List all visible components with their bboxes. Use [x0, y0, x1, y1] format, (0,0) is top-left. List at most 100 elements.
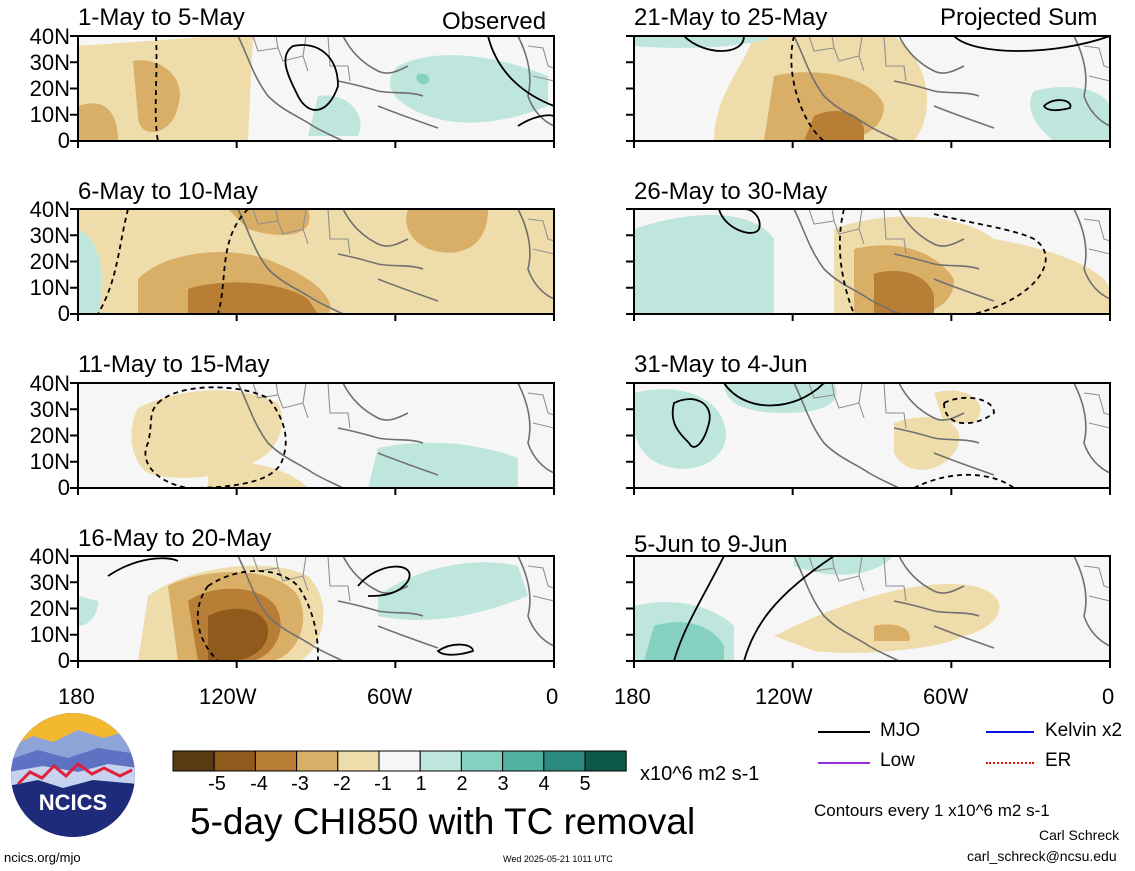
contour-line — [357, 565, 411, 597]
colorbar-label: -1 — [374, 773, 392, 795]
map-panel-R1 — [626, 208, 1111, 321]
country-borders — [808, 35, 907, 82]
anomaly-region — [644, 622, 724, 661]
y-tick-label: 10N — [29, 449, 70, 474]
anomaly-region — [208, 608, 268, 661]
coastline — [1073, 382, 1111, 474]
legend-label: Low — [880, 750, 915, 771]
country-borders — [808, 555, 907, 602]
anomaly-region — [634, 389, 726, 469]
coastline — [237, 555, 439, 662]
anomaly-region — [389, 55, 548, 123]
colorbar-label: 3 — [497, 773, 509, 795]
contour-line — [913, 473, 1015, 489]
y-tick-label: 30N — [29, 223, 70, 248]
y-tick-label: 0 — [57, 475, 70, 500]
x-tick-label: 120W — [755, 684, 813, 709]
anomaly-region — [1030, 86, 1110, 141]
y-tick-label: 10N — [29, 622, 70, 647]
anomaly-region — [416, 73, 430, 85]
coastline — [793, 382, 995, 489]
contour-line — [723, 382, 825, 407]
anomaly-region — [308, 95, 361, 136]
country-borders — [1083, 45, 1111, 82]
contour-line — [790, 35, 825, 142]
legend-line-low — [818, 762, 870, 764]
y-tick-label: 40N — [29, 544, 70, 569]
panel-title-1: 1-May to 5-May — [78, 4, 245, 31]
coastline — [793, 555, 995, 662]
anomaly-region — [131, 390, 283, 478]
map-panel-R2 — [626, 382, 1111, 495]
panel-title-4: 16-May to 20-May — [78, 525, 272, 552]
y-tick-label: 0 — [57, 301, 70, 326]
contour-line — [517, 114, 555, 127]
coastline — [1073, 35, 1111, 127]
y-tick-label: 0 — [57, 128, 70, 153]
anomaly-region — [874, 624, 910, 641]
contour-line — [671, 398, 711, 448]
panel-tag-projected: Projected Sum — [940, 4, 1098, 31]
y-tick-label: 40N — [29, 197, 70, 222]
map-panel-R3 — [626, 555, 1111, 668]
contour-line — [196, 585, 219, 662]
contour-line — [838, 208, 855, 315]
anomaly-region — [874, 270, 934, 314]
legend-line-kelvin — [986, 731, 1034, 733]
x-tick-label: 0 — [546, 684, 559, 709]
country-borders — [1083, 392, 1111, 429]
anomaly-region — [78, 229, 102, 314]
y-tick-label: 30N — [29, 50, 70, 75]
coastline — [517, 208, 555, 300]
panel-title-8: 5-Jun to 9-Jun — [634, 531, 788, 558]
anomaly-region — [774, 584, 1000, 653]
coastline — [1073, 208, 1111, 300]
contour-note: Contours every 1 x10^6 m2 s-1 — [814, 801, 1050, 820]
colorbar-label: -4 — [250, 773, 268, 795]
colorbar-label: -3 — [291, 773, 309, 795]
contour-line — [933, 213, 1047, 315]
contour-line — [97, 208, 129, 315]
y-tick-label: 10N — [29, 102, 70, 127]
anomaly-region — [133, 60, 180, 133]
coastline — [793, 208, 995, 315]
coastline — [517, 382, 555, 474]
y-tick-label: 40N — [29, 371, 70, 396]
y-tick-label: 20N — [29, 423, 70, 448]
country-borders — [252, 35, 351, 82]
contour-line — [107, 557, 179, 577]
y-tick-label: 30N — [29, 570, 70, 595]
country-borders — [1083, 565, 1111, 602]
country-borders — [252, 208, 351, 255]
contour-line — [207, 570, 319, 662]
anomaly-region — [934, 390, 981, 423]
coastline — [237, 382, 439, 489]
y-tick-label: 30N — [29, 397, 70, 422]
country-borders — [808, 208, 907, 255]
logo-text: NCICS — [39, 790, 107, 815]
anomaly-region — [78, 103, 118, 141]
anomaly-region — [634, 215, 774, 314]
anomaly-region — [368, 442, 518, 488]
y-tick-label: 20N — [29, 596, 70, 621]
country-borders — [527, 565, 555, 602]
map-panel-L3 — [70, 555, 555, 668]
legend-label: Kelvin x2 — [1045, 720, 1123, 741]
site-link[interactable]: ncics.org/mjo — [4, 850, 81, 865]
country-borders — [252, 382, 351, 429]
y-tick-label: 0 — [57, 648, 70, 673]
colorbar-label: -2 — [333, 773, 351, 795]
contour-line — [217, 208, 249, 315]
legend-line-er — [986, 762, 1034, 764]
country-borders — [1083, 218, 1111, 255]
contour-line — [284, 44, 339, 111]
map-panel-L2 — [70, 382, 555, 495]
colorbar-label: -5 — [208, 773, 226, 795]
colorbar-label: 1 — [415, 773, 427, 795]
contour-line — [436, 643, 474, 656]
coastline — [237, 35, 439, 142]
map-panel-L0 — [70, 35, 555, 148]
author: Carl Schreck — [1039, 827, 1120, 843]
y-tick-label: 20N — [29, 76, 70, 101]
